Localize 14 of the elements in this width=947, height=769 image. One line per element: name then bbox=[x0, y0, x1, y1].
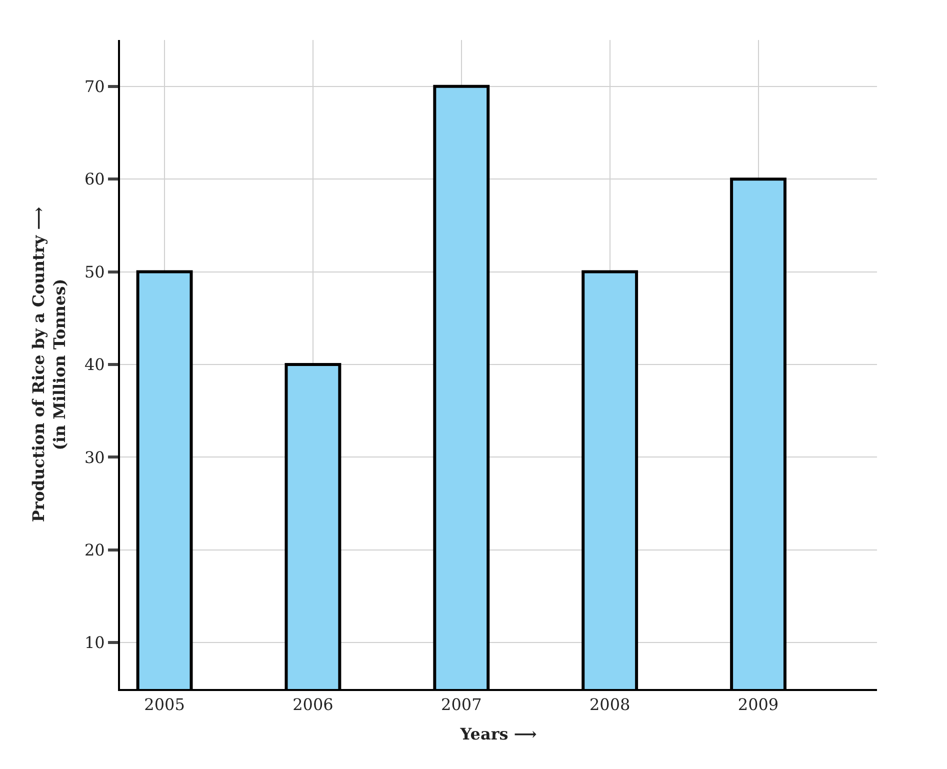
y-tick-label: 70 bbox=[84, 76, 105, 96]
y-axis-title: Production of Rice by a Country ⟶ (in Million Tonnes) bbox=[29, 206, 69, 522]
x-tick-label: 2005 bbox=[144, 695, 185, 714]
x-tick-label: 2009 bbox=[738, 695, 779, 714]
x-tick-label: 2006 bbox=[292, 695, 334, 714]
y-tick-label: 40 bbox=[84, 355, 105, 374]
y-tick-label: 50 bbox=[84, 262, 105, 282]
x-tick-label: 2007 bbox=[441, 695, 482, 714]
y-tick-label: 30 bbox=[84, 448, 105, 467]
y-tick-label: 10 bbox=[84, 633, 105, 652]
y-tick-label: 60 bbox=[84, 170, 105, 189]
x-axis-title: Years ⟶ bbox=[459, 724, 537, 744]
y-tick-label: 20 bbox=[84, 540, 105, 560]
x-tick-label: 2008 bbox=[589, 695, 630, 714]
